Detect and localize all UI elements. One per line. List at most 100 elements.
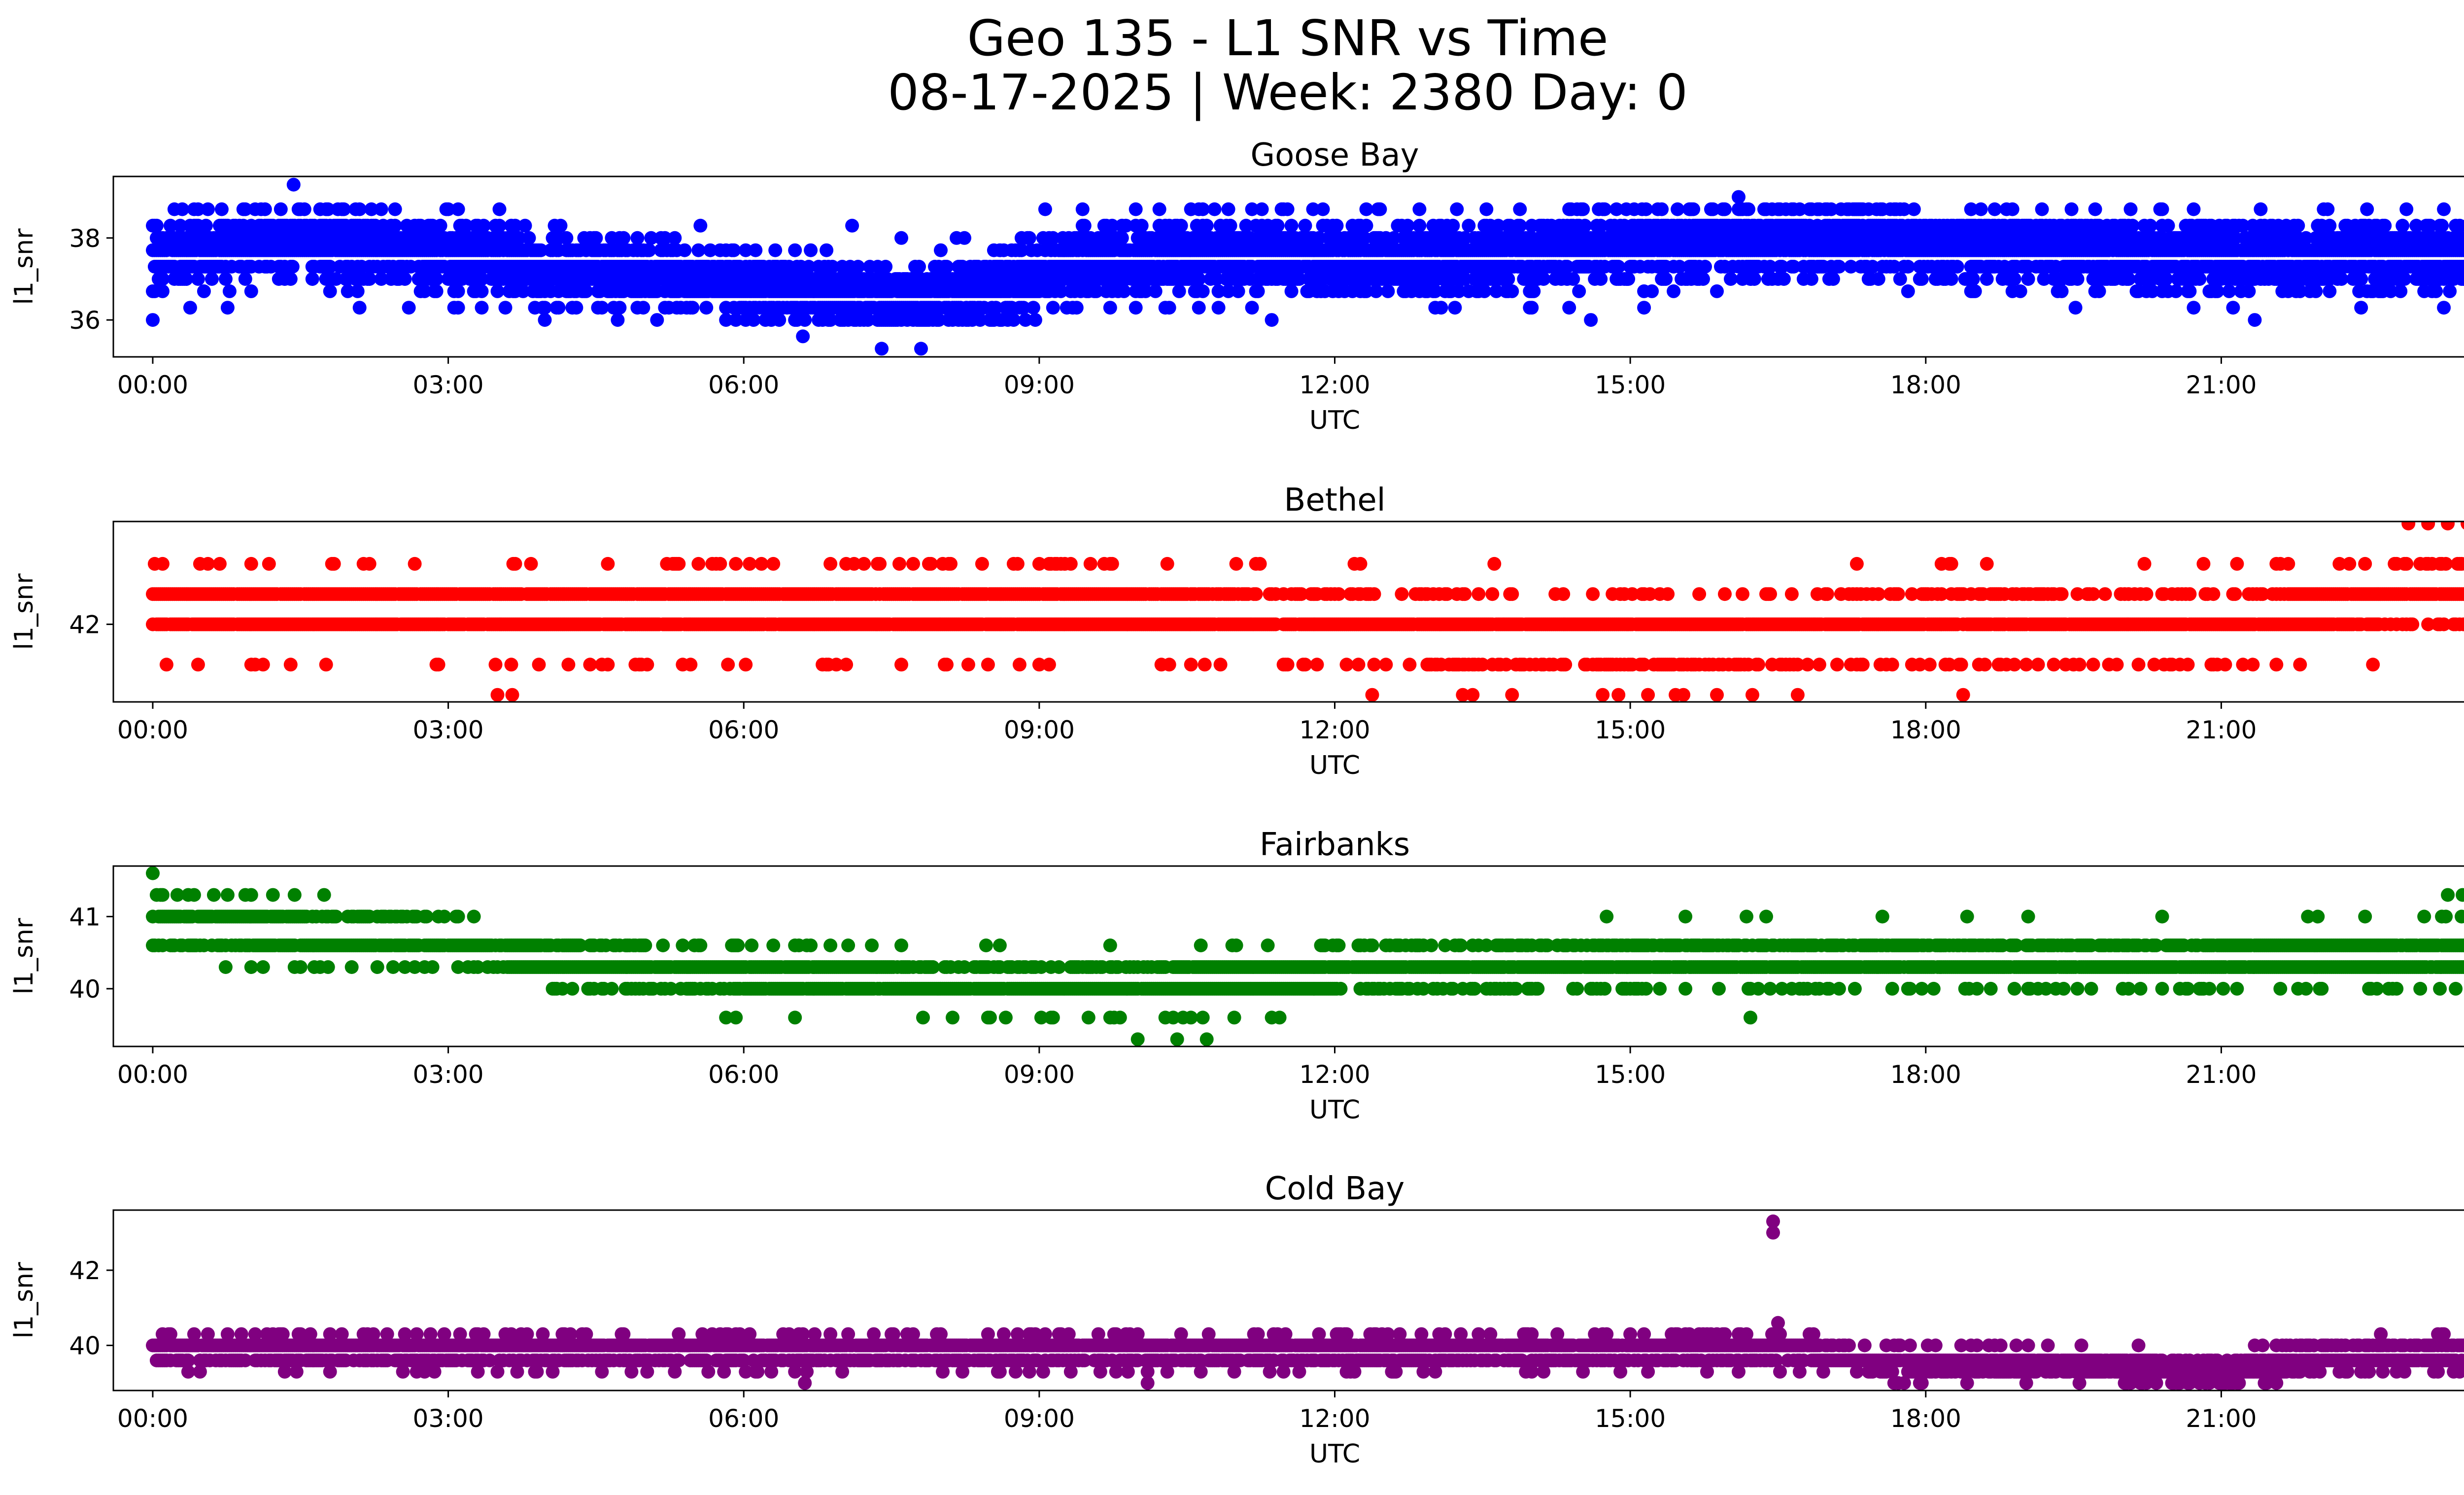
- data-point: [879, 260, 893, 274]
- data-point: [1387, 231, 1401, 245]
- x-tick-label: 09:00: [1004, 371, 1075, 399]
- data-point: [1598, 202, 1612, 216]
- data-point: [524, 556, 538, 571]
- data-point: [1987, 202, 2002, 216]
- data-point: [713, 556, 727, 571]
- data-point: [1103, 301, 1117, 315]
- data-point: [1192, 301, 1206, 315]
- data-point: [1448, 301, 1462, 315]
- data-point: [1446, 218, 1460, 233]
- data-point-outlier: [992, 313, 1007, 327]
- data-point: [244, 284, 258, 298]
- data-point: [894, 231, 908, 245]
- data-point: [475, 272, 489, 286]
- data-point: [2187, 202, 2201, 216]
- data-point: [433, 218, 447, 233]
- data-point: [589, 231, 603, 245]
- data-point: [2037, 272, 2051, 286]
- data-point: [492, 202, 507, 216]
- data-point: [1038, 202, 1052, 216]
- data-point: [441, 202, 455, 216]
- data-point: [163, 218, 177, 233]
- data-point: [672, 556, 686, 571]
- data-point: [1560, 260, 1574, 274]
- data-point: [1134, 218, 1149, 233]
- data-point: [1887, 260, 1901, 274]
- data-point: [1458, 231, 1472, 245]
- data-point: [1637, 301, 1651, 315]
- data-point: [374, 202, 388, 216]
- data-point: [640, 658, 654, 672]
- data-point: [772, 313, 787, 327]
- data-point-outlier: [146, 313, 160, 327]
- data-point: [1129, 301, 1143, 315]
- data-point: [431, 658, 445, 672]
- data-point: [1412, 202, 1427, 216]
- data-point: [691, 243, 706, 257]
- data-point: [1412, 218, 1427, 233]
- scatter-series: [146, 177, 2464, 356]
- data-point: [2429, 284, 2443, 298]
- data-point: [2354, 301, 2368, 315]
- data-point: [1028, 313, 1042, 327]
- data-point: [721, 658, 735, 672]
- data-point: [1944, 272, 1958, 286]
- data-point: [1211, 284, 1226, 298]
- data-point: [559, 231, 574, 245]
- data-point-outlier: [1732, 190, 1745, 204]
- data-point: [2068, 301, 2083, 315]
- x-tick-label: 03:00: [413, 371, 484, 399]
- data-point: [1223, 218, 1237, 233]
- data-point: [1513, 202, 1527, 216]
- data-point: [2435, 218, 2449, 233]
- data-point: [845, 218, 859, 233]
- data-point: [754, 556, 769, 571]
- data-point: [1786, 260, 1801, 274]
- data-point: [1594, 218, 1608, 233]
- data-point: [719, 313, 733, 327]
- data-point: [1513, 218, 1527, 233]
- data-point: [1401, 218, 1415, 233]
- data-point: [1292, 272, 1306, 286]
- data-point: [1359, 218, 1373, 233]
- data-point: [1119, 218, 1133, 233]
- data-point: [1280, 202, 1295, 216]
- data-point: [766, 556, 781, 571]
- data-point: [1686, 202, 1701, 216]
- data-point: [1572, 284, 1586, 298]
- data-point: [319, 658, 333, 672]
- data-point: [1897, 202, 1911, 216]
- data-point: [699, 301, 714, 315]
- data-point: [727, 243, 741, 257]
- data-point: [498, 301, 513, 315]
- x-tick-label: 06:00: [708, 371, 779, 399]
- data-point: [636, 301, 650, 315]
- data-point: [1211, 301, 1226, 315]
- data-point: [1381, 284, 1395, 298]
- data-point: [1901, 260, 1915, 274]
- data-point: [475, 284, 489, 298]
- data-point: [2143, 218, 2157, 233]
- data-point: [934, 243, 948, 257]
- data-point: [989, 301, 1003, 315]
- data-point: [1117, 284, 1131, 298]
- data-point: [388, 218, 402, 233]
- data-point: [398, 272, 412, 286]
- data-point: [2378, 218, 2392, 233]
- data-point: [2192, 272, 2207, 286]
- data-point: [1162, 301, 1176, 315]
- data-point: [2122, 272, 2136, 286]
- data-point: [1824, 202, 1838, 216]
- data-point: [2443, 284, 2457, 298]
- data-point: [532, 658, 546, 672]
- data-point: [1901, 284, 1915, 298]
- data-point: [1609, 202, 1624, 216]
- data-point: [1172, 284, 1186, 298]
- data-point: [1792, 202, 1807, 216]
- data-point: [329, 272, 343, 286]
- data-point: [512, 231, 526, 245]
- data-point: [739, 243, 753, 257]
- data-point: [256, 658, 270, 672]
- data-point: [802, 260, 816, 274]
